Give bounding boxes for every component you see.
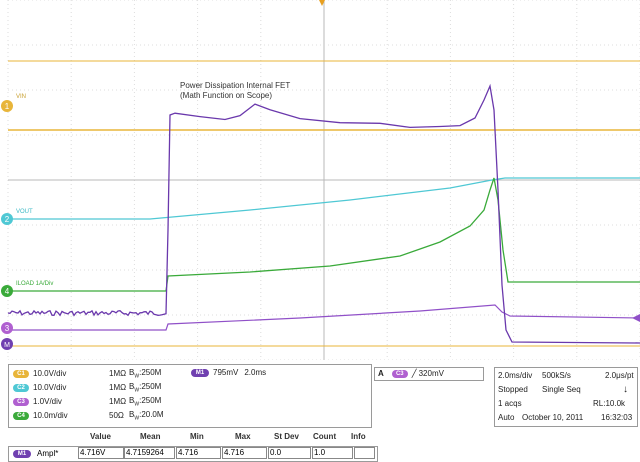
acquisition-panel: 2.0ms/div 500kS/s 2.0μs/pt Stopped Singl… [494, 367, 638, 427]
annotation-line-2: (Math Function on Scope) [180, 91, 272, 100]
acq-count: 1 acqs [498, 399, 522, 408]
ch1-coupling: 1MΩ [109, 369, 127, 378]
ch2-marker[interactable]: 2 [1, 213, 13, 225]
header-info: Info [351, 432, 366, 441]
vout-label: VOUT [16, 209, 33, 215]
trigger-level: 320mV [418, 369, 444, 378]
time-per-point: 2.0μs/pt [605, 371, 634, 380]
measurement-value: 4.716V [78, 447, 124, 459]
header-min: Min [190, 432, 204, 441]
ch1-badge[interactable]: C1 [13, 369, 29, 378]
auto-label: Auto [498, 413, 515, 422]
acq-date: October 10, 2011 [522, 413, 584, 422]
measurement-stdev: 0.0 [268, 447, 311, 459]
arrow-down-icon: ↓ [623, 384, 628, 395]
math-settings[interactable]: M1 795mV 2.0ms [191, 368, 266, 377]
acq-status: Stopped [498, 385, 528, 394]
ch3-bw: BW:250M [129, 395, 162, 408]
ch2-bw: BW:250M [129, 381, 162, 394]
ch1-marker[interactable]: 1 [1, 100, 13, 112]
ch4-bw: BW:20.0M [129, 409, 164, 422]
math-marker[interactable]: M [1, 338, 13, 350]
math-badge[interactable]: M1 [191, 368, 209, 377]
measurement-max: 4.716 [222, 447, 267, 459]
ch2-badge[interactable]: C2 [13, 383, 29, 392]
ch2-coupling: 1MΩ [109, 383, 127, 392]
measurement-mean: 4.7159264 [124, 447, 175, 459]
channel-row-3[interactable]: C3 1.0V/div 1MΩ BW:250M [13, 396, 161, 407]
svg-text:4: 4 [5, 287, 10, 296]
record-length: RL:10.0k [593, 399, 626, 408]
ch4-badge[interactable]: C4 [13, 411, 29, 420]
ch4-marker[interactable]: 4 [1, 285, 13, 297]
timebase[interactable]: 2.0ms/div [498, 371, 533, 380]
measurement-table: Value Mean Min Max St Dev Count Info M1 … [8, 432, 378, 462]
measurement-min: 4.716 [176, 447, 221, 459]
measurement-name: Ampl* [37, 449, 59, 458]
trigger-panel[interactable]: A C3 ╱ 320mV [374, 367, 484, 381]
ch3-trace [8, 304, 640, 331]
iload-trace [8, 177, 640, 292]
channel-row-1[interactable]: C1 10.0V/div 1MΩ BW:250M [13, 368, 161, 379]
header-count: Count [313, 432, 337, 441]
measurement-badge[interactable]: M1 [13, 450, 31, 458]
ch3-marker[interactable]: 3 [1, 322, 13, 334]
sample-rate: 500kS/s [542, 371, 571, 380]
math-time: 2.0ms [244, 368, 267, 377]
math-scale: 795mV [213, 368, 239, 377]
waveform-display: 1 2 4 3 M VIN VOUT ILOAD 1A/Div Power Di… [1, 0, 640, 360]
ch1-bw: BW:250M [129, 367, 162, 380]
annotation-line-1: Power Dissipation Internal FET [180, 81, 290, 90]
trigger-slope-icon: ╱ [411, 369, 417, 378]
math-trace [7, 83, 640, 344]
ch3-coupling: 1MΩ [109, 397, 127, 406]
svg-text:2: 2 [5, 215, 10, 224]
trigger-position-marker[interactable] [319, 0, 325, 6]
header-mean: Mean [140, 432, 161, 441]
svg-text:M: M [4, 342, 10, 349]
vout-trace [8, 177, 640, 220]
header-stdev: St Dev [274, 432, 299, 441]
header-value: Value [90, 432, 111, 441]
ch4-coupling: 50Ω [109, 411, 124, 420]
channel-row-2[interactable]: C2 10.0V/div 1MΩ BW:250M [13, 382, 161, 393]
svg-text:3: 3 [5, 324, 10, 333]
right-offset-marker[interactable] [632, 314, 640, 322]
channel-row-4[interactable]: C4 10.0m/div 50Ω BW:20.0M [13, 410, 164, 421]
measurement-count: 1.0 [312, 447, 353, 459]
svg-text:1: 1 [5, 102, 10, 111]
vin-label: VIN [16, 94, 26, 100]
header-max: Max [235, 432, 251, 441]
acq-time: 16:32:03 [601, 413, 633, 422]
ch4-scale: 10.0m/div [33, 411, 68, 420]
channel-settings-panel: C1 10.0V/div 1MΩ BW:250M C2 10.0V/div 1M… [8, 364, 372, 428]
trigger-channel-badge[interactable]: C3 [391, 369, 408, 378]
ch2-scale: 10.0V/div [33, 383, 67, 392]
measurement-info [354, 447, 375, 459]
ch3-badge[interactable]: C3 [13, 397, 29, 406]
iload-label: ILOAD 1A/Div [16, 281, 53, 287]
acq-mode[interactable]: Single Seq [542, 385, 581, 394]
graticule [7, 0, 640, 360]
trigger-source-label: A [378, 369, 384, 378]
ch3-scale: 1.0V/div [33, 397, 62, 406]
ch1-scale: 10.0V/div [33, 369, 67, 378]
